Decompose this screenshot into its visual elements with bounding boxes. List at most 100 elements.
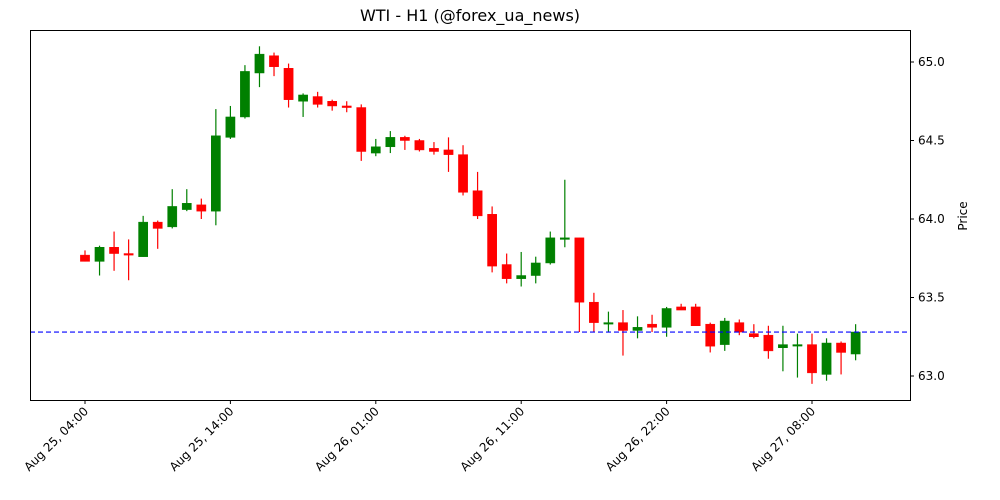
candle-body [661, 308, 672, 328]
candle [792, 333, 803, 378]
candle-body [225, 116, 236, 138]
candle [501, 253, 512, 284]
candle-body [211, 135, 221, 212]
candle [647, 314, 657, 333]
candle [196, 198, 207, 219]
candle-body [487, 214, 497, 267]
candle-body [385, 137, 396, 148]
candle-body [109, 247, 119, 254]
candle [269, 52, 279, 77]
x-tick-label: Aug 26, 01:00 [312, 404, 382, 474]
candle-body [458, 154, 468, 193]
candle-body [123, 253, 134, 256]
candle [341, 101, 352, 113]
candle-body [167, 206, 178, 228]
candle-body [530, 262, 541, 276]
candle [530, 256, 541, 284]
candle-body [545, 237, 556, 264]
candle [167, 189, 178, 229]
candle [778, 325, 788, 372]
candle-body [240, 71, 250, 118]
candle [516, 251, 527, 287]
candle-body [472, 190, 483, 217]
x-tick-label: Aug 25, 14:00 [167, 404, 237, 474]
candle [734, 319, 745, 336]
chart-title: WTI - H1 (@forex_ua_news) [359, 6, 581, 25]
candle-body [734, 322, 745, 333]
candle-body [632, 327, 643, 331]
candle [400, 135, 410, 150]
x-axis: Aug 25, 04:00 Aug 25, 14:00 Aug 26, 01:00 A… [21, 400, 818, 474]
candle [283, 63, 294, 108]
candle-body [792, 344, 803, 347]
candle [181, 189, 192, 212]
candle [298, 93, 308, 117]
candle-body [836, 342, 846, 353]
candle-body [80, 254, 90, 262]
candle [836, 341, 846, 375]
candle-body [400, 137, 410, 141]
candle-body [719, 320, 730, 345]
candle [443, 137, 454, 172]
candle [254, 46, 265, 88]
candle [676, 303, 686, 311]
candle [80, 250, 90, 262]
candle-body [269, 55, 279, 67]
candle [458, 145, 468, 196]
x-tick-label: Aug 27, 08:00 [748, 404, 818, 474]
candle-body [327, 101, 338, 107]
candle [574, 237, 585, 333]
candle [312, 91, 323, 108]
candle [763, 325, 774, 359]
candle [356, 104, 367, 161]
candle [225, 105, 236, 139]
candle [370, 138, 381, 157]
candle-body [647, 323, 657, 328]
candle [690, 303, 701, 327]
candle [138, 215, 149, 257]
candle-body [603, 322, 614, 325]
candle-body [850, 331, 861, 355]
candle [603, 311, 614, 333]
candle-body [429, 148, 439, 152]
candle [618, 310, 628, 356]
candle-body [254, 53, 265, 74]
candle-body [618, 322, 628, 331]
candle-body [181, 203, 192, 210]
candle [123, 239, 134, 281]
candle [414, 138, 425, 152]
candle-body [559, 237, 570, 240]
candle-body [676, 306, 686, 311]
y-tick-label: 65.0 [918, 55, 945, 69]
candle [385, 131, 396, 154]
candle-body [414, 140, 425, 151]
y-tick-label: 64.0 [918, 212, 945, 226]
candle-body [516, 275, 527, 279]
plot-frame [30, 30, 911, 401]
candle-body [589, 301, 599, 323]
candle-body [298, 94, 308, 102]
candles-layer [80, 46, 861, 384]
y-tick-label: 63.5 [918, 291, 945, 305]
candle-body [356, 107, 367, 152]
candle-body [443, 149, 454, 155]
y-tick-label: 63.0 [918, 369, 945, 383]
candle-body [312, 96, 323, 105]
candle [94, 245, 105, 276]
x-tick-label: Aug 26, 11:00 [458, 404, 528, 474]
candle [821, 338, 832, 381]
candle [559, 179, 570, 248]
candle [589, 292, 599, 333]
candle-body [196, 204, 207, 212]
candle-body [807, 344, 817, 374]
candle [472, 171, 483, 219]
y-axis-label: Price [956, 201, 970, 230]
candle [211, 109, 221, 226]
candle-body [574, 237, 585, 303]
y-axis: 63.0 63.5 64.0 64.5 65.0 [910, 55, 945, 383]
candle-body [152, 221, 163, 229]
candle [327, 99, 338, 111]
candle [705, 322, 716, 353]
candle [850, 324, 861, 361]
